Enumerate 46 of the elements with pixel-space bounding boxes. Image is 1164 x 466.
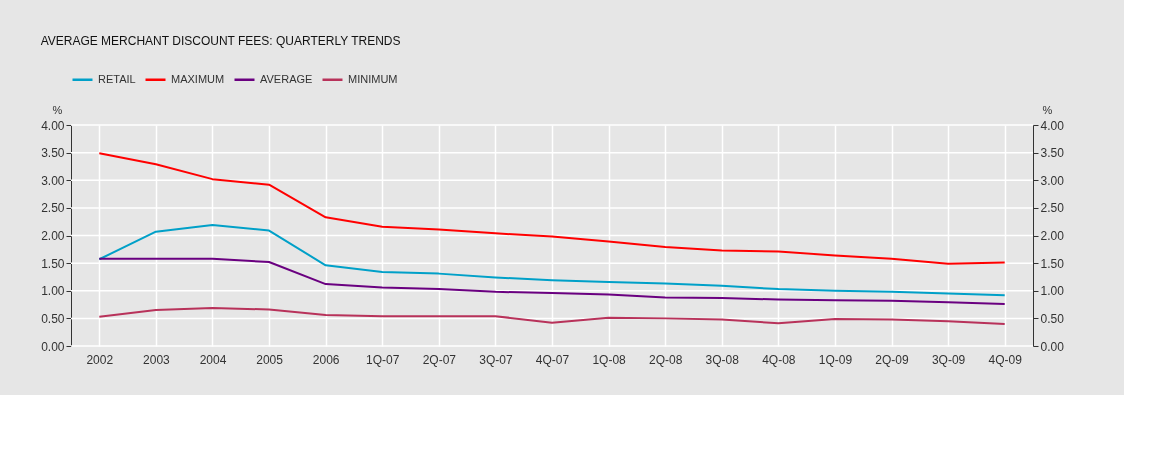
x-tick-label: 2003 (143, 352, 171, 367)
y2-tick-label: 2.50 (1040, 201, 1065, 216)
y2-tick-label: 1.00 (1040, 284, 1065, 299)
y2-axis-title: % (1042, 103, 1053, 116)
x-tick-label: 2005 (256, 352, 284, 367)
y-axis-title: % (52, 103, 63, 116)
x-tick-label: 3Q-09 (931, 352, 966, 367)
x-tick-label: 2Q-08 (649, 352, 683, 367)
x-tick-label: 3Q-08 (705, 352, 740, 367)
y2-tick-label: 3.50 (1040, 146, 1065, 161)
y-tick-label: 1.00 (41, 284, 65, 299)
y-tick-label: 0.50 (41, 311, 65, 326)
y-tick-label: 3.00 (41, 173, 65, 188)
legend-label: MINIMUM (348, 72, 398, 85)
y2-tick-label: 3.00 (1040, 173, 1065, 188)
y2-tick-label: 2.00 (1040, 229, 1065, 243)
line-series (98, 224, 1006, 297)
y-tick-label: 2.50 (41, 201, 65, 216)
line-series (98, 257, 1006, 306)
y-tick-label: 3.50 (41, 146, 65, 161)
y2-tick-label: 0.00 (1040, 339, 1065, 354)
x-tick-label: 3Q-07 (479, 352, 513, 367)
x-tick-label: 1Q-09 (818, 352, 853, 367)
y-tick-label: 0.00 (41, 339, 65, 354)
x-tick-label: 1Q-08 (592, 352, 627, 367)
x-tick-label: 2004 (199, 352, 227, 367)
y2-tick-label: 4.00 (1040, 118, 1065, 133)
x-tick-label: 2Q-07 (422, 352, 457, 367)
line-series (98, 152, 1006, 265)
y2-tick-label: 0.50 (1040, 311, 1065, 326)
y-tick-label: 1.50 (41, 256, 65, 271)
x-tick-label: 4Q-07 (535, 352, 570, 367)
x-tick-label: 1Q-07 (366, 352, 400, 367)
line-series (98, 306, 1006, 325)
chart-title: AVERAGE MERCHANT DISCOUNT FEES: QUARTERLY TRENDS (40, 34, 401, 48)
y-tick-label: 2.00 (41, 229, 65, 243)
legend-label: RETAIL (98, 72, 136, 85)
legend-label: AVERAGE (260, 72, 313, 85)
x-tick-label: 4Q-09 (988, 352, 1023, 367)
x-tick-label: 4Q-08 (762, 352, 796, 367)
y-tick-label: 4.00 (41, 118, 65, 133)
x-tick-label: 2002 (86, 352, 114, 367)
legend-label: MAXIMUM (171, 72, 225, 85)
x-tick-label: 2006 (312, 352, 340, 367)
y2-tick-label: 1.50 (1040, 256, 1065, 271)
x-tick-label: 2Q-09 (875, 352, 910, 367)
